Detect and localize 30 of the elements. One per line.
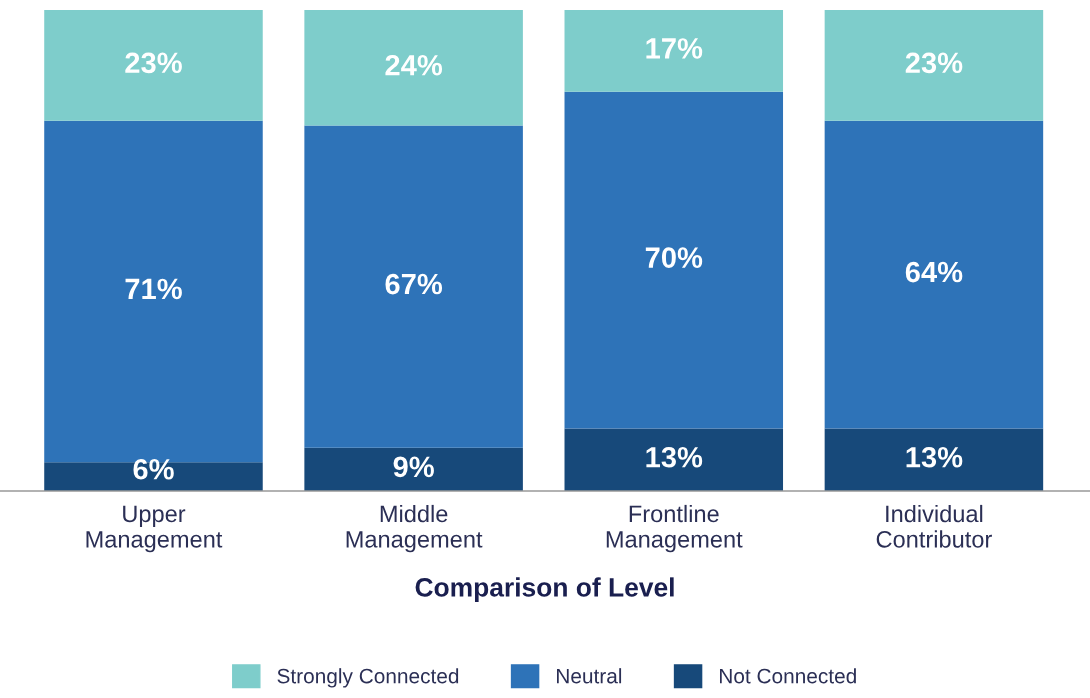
bar bbox=[304, 10, 523, 126]
data-label: 24% bbox=[385, 54, 443, 76]
bar bbox=[564, 91, 784, 429]
data-label: 13% bbox=[646, 446, 703, 468]
x-axis-title: Comparison of Level bbox=[415, 577, 674, 602]
data-label: 6% bbox=[133, 458, 174, 480]
bar bbox=[44, 10, 263, 121]
data-label: 70% bbox=[645, 247, 703, 268]
x-tick-label: Frontline Management bbox=[606, 504, 743, 553]
bar bbox=[304, 447, 523, 491]
legend-label: Neutral bbox=[557, 668, 622, 684]
bar bbox=[304, 125, 523, 448]
legend-label: Not Connected bbox=[720, 668, 856, 684]
data-label: 13% bbox=[906, 446, 963, 468]
data-label: 9% bbox=[393, 456, 434, 478]
bar bbox=[824, 428, 1044, 491]
legend-label: Strongly Connected bbox=[277, 668, 459, 688]
data-label: 67% bbox=[385, 273, 443, 295]
bar bbox=[564, 10, 784, 92]
data-label: 64% bbox=[905, 261, 963, 283]
data-label: 23% bbox=[125, 52, 182, 74]
data-label: 17% bbox=[646, 38, 703, 59]
bar bbox=[824, 10, 1044, 121]
bar bbox=[824, 120, 1044, 429]
data-label: 23% bbox=[905, 52, 963, 74]
x-tick-label: Upper Management bbox=[86, 505, 223, 553]
x-tick-label: Middle Management bbox=[346, 504, 483, 553]
x-tick-label: Individual Contributor bbox=[876, 504, 992, 548]
data-label: 71% bbox=[125, 278, 182, 300]
bar bbox=[564, 428, 784, 491]
